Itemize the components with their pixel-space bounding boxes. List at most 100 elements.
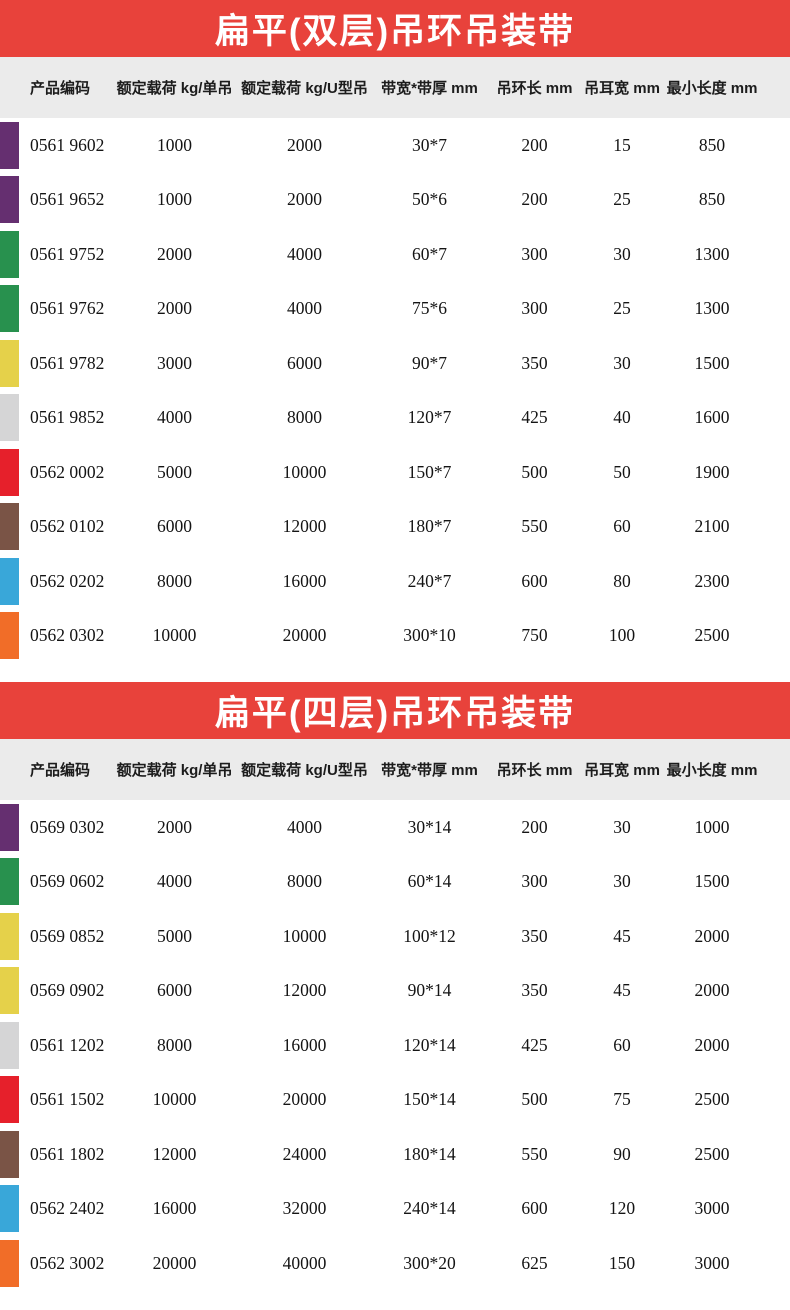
green-color-swatch (0, 230, 19, 278)
column-header-lug-width: 吊耳宽 mm (584, 762, 660, 779)
spec-value: 350 (521, 980, 548, 1001)
header-row: 产品编码 额定载荷 kg/单吊 额定载荷 kg/U型吊 带宽*带厚 mm 吊环长… (0, 57, 790, 118)
spec-value: 550 (521, 516, 548, 537)
gray-color-swatch (0, 1021, 19, 1069)
column-header-ring-length: 吊环长 mm (496, 80, 573, 97)
spec-value: 10000 (282, 461, 327, 482)
spacer-cell (762, 800, 790, 855)
spec-value: 2000 (157, 816, 192, 837)
spacer-cell (762, 282, 790, 337)
spec-value: 90*7 (412, 352, 447, 373)
spacer-cell (762, 1182, 790, 1237)
spec-value: 2500 (694, 1143, 730, 1164)
double-layer-spec-table: 产品编码 额定载荷 kg/单吊 额定载荷 kg/U型吊 带宽*带厚 mm 吊环长… (0, 57, 790, 663)
spec-value: 1300 (694, 298, 730, 319)
spec-value: 350 (521, 352, 548, 373)
spec-value: 150*14 (403, 1089, 456, 1110)
column-header-rated-load-u-type: 额定载荷 kg/U型吊 (241, 762, 368, 779)
table-row: 0561 9762 2000 4000 75*6 300 25 1300 (0, 281, 790, 337)
swatch-cell (0, 1073, 20, 1128)
swatch-cell (0, 609, 20, 664)
spacer-cell (762, 1236, 790, 1291)
spacer-cell (762, 855, 790, 910)
spec-value: 625 (521, 1252, 548, 1273)
column-header-width-thickness: 带宽*带厚 mm (381, 80, 478, 97)
yellow-color-swatch (0, 912, 19, 960)
product-code: 0561 1202 (30, 1034, 105, 1055)
spacer-cell (762, 964, 790, 1019)
spec-value: 2000 (287, 189, 322, 210)
spacer-cell (762, 336, 790, 391)
spec-value: 150*7 (407, 461, 452, 482)
column-header-rated-load-single: 额定载荷 kg/单吊 (116, 762, 233, 779)
spec-value: 10000 (152, 1089, 197, 1110)
table-row: 0561 9852 4000 8000 120*7 425 40 1600 (0, 390, 790, 446)
spec-value: 60*14 (407, 871, 452, 892)
column-header-min-length: 最小长度 mm (666, 762, 758, 779)
spec-value: 20000 (152, 1252, 197, 1273)
spec-value: 1600 (694, 407, 730, 428)
spacer-cell (762, 391, 790, 446)
spec-value: 30*7 (412, 134, 447, 155)
green-color-swatch (0, 858, 19, 906)
spec-value: 180*7 (407, 516, 452, 537)
spacer-cell (762, 554, 790, 609)
product-code: 0561 9752 (30, 243, 105, 264)
table-row: 0562 0302 10000 20000 300*10 750 100 2500 (0, 608, 790, 664)
spacer-cell (762, 1073, 790, 1128)
product-code: 0562 0002 (30, 461, 105, 482)
spacer-cell (762, 173, 790, 228)
purple-color-swatch (0, 121, 19, 169)
four-layer-table-title: 扁平(四层)吊环吊装带 (0, 682, 790, 739)
red-color-swatch (0, 448, 19, 496)
product-code: 0562 0102 (30, 516, 105, 537)
spec-value: 300 (521, 871, 548, 892)
swatch-cell (0, 282, 20, 337)
spec-value: 3000 (694, 1198, 730, 1219)
yellow-color-swatch (0, 339, 19, 387)
product-code: 0562 2402 (30, 1198, 105, 1219)
spec-value: 1000 (157, 189, 192, 210)
spec-value: 1500 (694, 352, 730, 373)
column-header-min-length: 最小长度 mm (666, 80, 758, 97)
table-row: 0561 1802 12000 24000 180*14 550 90 2500 (0, 1127, 790, 1182)
spec-value: 75*6 (412, 298, 447, 319)
spec-value: 2500 (694, 625, 730, 646)
brown-color-swatch (0, 503, 19, 551)
swatch-cell (0, 445, 20, 500)
spec-value: 32000 (282, 1198, 327, 1219)
column-header-width-thickness: 带宽*带厚 mm (381, 762, 478, 779)
column-header-product-code: 产品编码 (30, 80, 91, 97)
spec-value: 20000 (282, 1089, 327, 1110)
spec-value: 1000 (157, 134, 192, 155)
spec-value: 30*14 (407, 816, 452, 837)
double-layer-table-title: 扁平(双层)吊环吊装带 (0, 0, 790, 57)
column-header-rated-load-u-type: 额定载荷 kg/U型吊 (241, 80, 368, 97)
column-header-ring-length: 吊环长 mm (496, 762, 573, 779)
product-code: 0569 0302 (30, 816, 105, 837)
spec-value: 8000 (157, 570, 192, 591)
swatch-cell (0, 909, 20, 964)
spacer-cell (762, 739, 790, 800)
spec-value: 240*7 (407, 570, 452, 591)
product-code: 0569 0852 (30, 925, 105, 946)
spec-value: 30 (613, 352, 631, 373)
spec-value: 300 (521, 243, 548, 264)
table-row: 0562 0102 6000 12000 180*7 550 60 2100 (0, 499, 790, 554)
spec-value: 5000 (157, 925, 192, 946)
spec-value: 16000 (282, 1034, 327, 1055)
swatch-cell (0, 1018, 20, 1073)
spec-value: 4000 (287, 243, 322, 264)
spec-value: 50*6 (412, 189, 447, 210)
product-code: 0569 0902 (30, 980, 105, 1001)
spacer-cell (762, 118, 790, 173)
blue-color-swatch (0, 1185, 19, 1233)
swatch-cell (0, 391, 20, 446)
spec-value: 425 (521, 1034, 548, 1055)
spec-value: 8000 (157, 1034, 192, 1055)
swatch-column-header (0, 739, 20, 800)
table-row: 0562 0002 5000 10000 150*7 500 50 1900 (0, 445, 790, 500)
product-code: 0562 3002 (30, 1252, 105, 1273)
orange-color-swatch (0, 612, 19, 660)
